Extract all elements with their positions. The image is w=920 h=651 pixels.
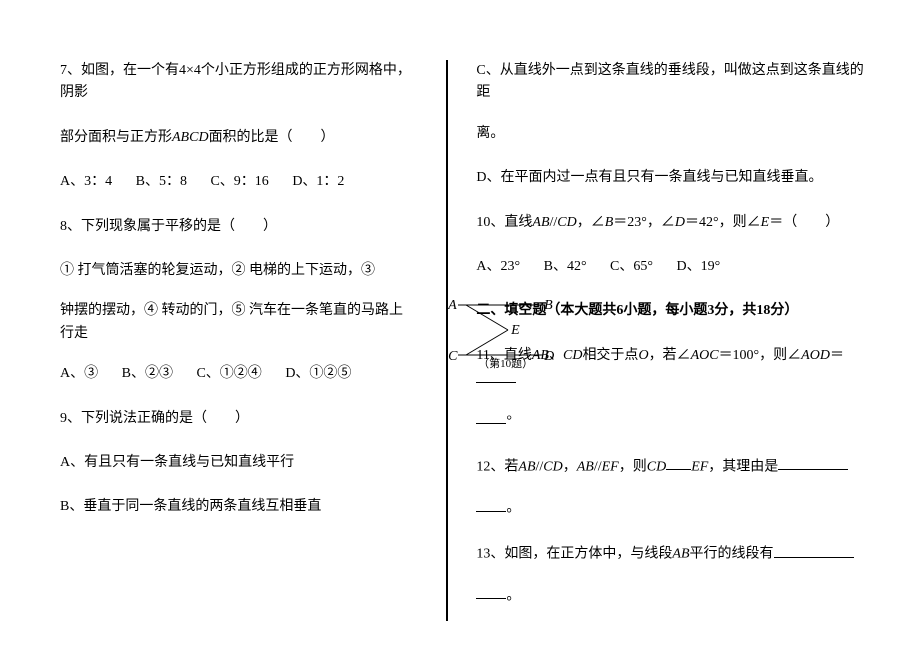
q12-mid: ，则 xyxy=(619,459,647,474)
q10-mid: ，∠ xyxy=(577,215,605,230)
q12-line2: 。 xyxy=(476,496,865,520)
q12-cd: CD xyxy=(543,459,562,474)
q12-sep: ， xyxy=(563,459,577,474)
q12-line1: 12、若AB//CD，AB//EF，则CDEF，其理由是 xyxy=(476,455,865,479)
q9-c-line1: C、从直线外一点到这条直线的垂线段，叫做这点到这条直线的距 xyxy=(476,60,865,105)
q8-sub2: 钟摆的摆动，④ 转动的门，⑤ 汽车在一条笔直的马路上行走 xyxy=(60,300,416,345)
q11-blank2 xyxy=(476,409,506,424)
q12-mid2: ，其理由是 xyxy=(708,459,778,474)
q12-ef2: EF xyxy=(691,459,708,474)
q7-choice-a: A、3：4 xyxy=(60,174,112,189)
q8-choice-b: B、②③ xyxy=(122,366,173,381)
q10-pre: 10、直线 xyxy=(476,215,532,230)
q10-e: E xyxy=(761,215,770,230)
q9-d: D、在平面内过一点有且只有一条直线与已知直线垂直。 xyxy=(476,167,865,189)
q9-c-line2: 离。 xyxy=(476,123,865,145)
q10-b: B xyxy=(605,215,614,230)
q7-line2-post: 面积的比是（ ） xyxy=(209,130,335,145)
q13-line2: 。 xyxy=(476,584,865,608)
figure-10: A B C D E （第10题） xyxy=(398,300,548,380)
q7-line1: 7、如图，在一个有4×4个小正方形组成的正方形网格中，阴影 xyxy=(60,60,416,105)
q9-b: B、垂直于同一条直线的两条直线互相垂直 xyxy=(60,496,416,518)
q8-choice-c: C、①②④ xyxy=(196,366,261,381)
q12-tail: 。 xyxy=(506,501,520,516)
q12-ef: EF xyxy=(602,459,619,474)
q10-eq2: ＝42°，则∠ xyxy=(685,215,761,230)
q13-blank2 xyxy=(476,584,506,599)
fig-label-b: B xyxy=(544,295,553,317)
q10-choice-a: A、23° xyxy=(476,259,520,274)
q13-blank xyxy=(774,542,854,557)
q10-ab: AB xyxy=(532,215,549,230)
q11-o: O xyxy=(638,348,648,363)
q11-eq: ＝ xyxy=(830,348,844,363)
q11-mid3: ＝100°，则∠ xyxy=(719,348,802,363)
q10-choice-d: D、19° xyxy=(676,259,720,274)
q10: 10、直线AB//CD，∠B＝23°，∠D＝42°，则∠E＝（ ） xyxy=(476,212,865,234)
q13-line1: 13、如图，在正方体中，与线段AB平行的线段有 xyxy=(476,542,865,566)
q8: 8、下列现象属于平移的是（ ） xyxy=(60,216,416,238)
q12-cd2: CD xyxy=(647,459,666,474)
q11-aoc: AOC xyxy=(691,348,719,363)
q12-ab: AB xyxy=(518,459,535,474)
fig-label-c: C xyxy=(448,346,457,368)
q13-ab: AB xyxy=(672,547,689,562)
q12-blank-reason xyxy=(778,455,848,470)
q8-choice-d: D、①②⑤ xyxy=(285,366,351,381)
q9-a: A、有且只有一条直线与已知直线平行 xyxy=(60,452,416,474)
q10-eq1: ＝23°，∠ xyxy=(613,215,675,230)
fig-label-d: D xyxy=(544,346,554,368)
left-column: 7、如图，在一个有4×4个小正方形组成的正方形网格中，阴影 部分面积与正方形AB… xyxy=(60,60,446,621)
q8-sub1: ① 打气筒活塞的轮复运动，② 电梯的上下运动，③ xyxy=(60,260,416,282)
q11-aod: AOD xyxy=(801,348,830,363)
q13-mid: 平行的线段有 xyxy=(690,547,774,562)
q7-choice-d: D、1：2 xyxy=(292,174,344,189)
q10-choice-b: B、42° xyxy=(544,259,587,274)
q11-cd: CD xyxy=(563,348,582,363)
fig-label-e: E xyxy=(511,320,520,342)
q10-cd: CD xyxy=(557,215,576,230)
q11-tail: ° xyxy=(506,413,512,428)
q12-ab2: AB xyxy=(577,459,594,474)
q12-pre: 12、若 xyxy=(476,459,518,474)
q7-choice-b: B、5：8 xyxy=(136,174,187,189)
q10-choice-c: C、65° xyxy=(610,259,653,274)
q8-choices: A、③ B、②③ C、①②④ D、①②⑤ xyxy=(60,363,416,385)
q13-pre: 13、如图，在正方体中，与线段 xyxy=(476,547,672,562)
q12-par2: // xyxy=(594,459,602,474)
q8-choice-a: A、③ xyxy=(60,366,98,381)
q13-tail: 。 xyxy=(506,588,520,603)
q10-d: D xyxy=(675,215,685,230)
q10-post: ＝（ ） xyxy=(769,215,839,230)
figure-10-caption: （第10题） xyxy=(478,356,533,374)
q11-mid1: 相交于点 xyxy=(582,348,638,363)
q7-choices: A、3：4 B、5：8 C、9：16 D、1：2 xyxy=(60,171,416,193)
q7-abcd: ABCD xyxy=(172,130,209,145)
q9: 9、下列说法正确的是（ ） xyxy=(60,408,416,430)
fig-label-a: A xyxy=(448,295,457,317)
q11-mid2: ，若∠ xyxy=(649,348,691,363)
q12-blank-rel xyxy=(666,455,691,470)
q10-choices: A、23° B、42° C、65° D、19° xyxy=(476,256,865,278)
q11-line2: ° xyxy=(476,409,865,433)
q12-blank-reason2 xyxy=(476,496,506,511)
q7-choice-c: C、9：16 xyxy=(210,174,268,189)
q7-line2-pre: 部分面积与正方形 xyxy=(60,130,172,145)
q7-line2: 部分面积与正方形ABCD面积的比是（ ） xyxy=(60,127,416,149)
